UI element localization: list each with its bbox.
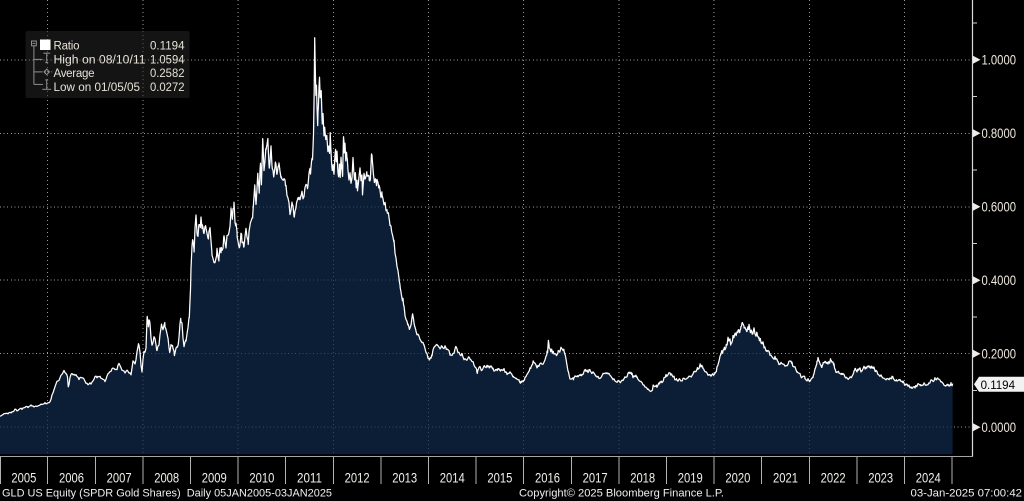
svg-text:2005: 2005 <box>11 470 36 486</box>
svg-text:2014: 2014 <box>440 470 465 486</box>
svg-text:1.0594: 1.0594 <box>150 54 185 66</box>
svg-text:2017: 2017 <box>583 470 608 486</box>
svg-text:2021: 2021 <box>773 470 798 486</box>
svg-text:0.2000: 0.2000 <box>982 346 1017 361</box>
svg-text:0.0272: 0.0272 <box>150 82 185 94</box>
svg-text:2016: 2016 <box>535 470 560 486</box>
svg-text:Average: Average <box>54 68 95 80</box>
svg-text:0.1194: 0.1194 <box>981 378 1016 392</box>
svg-text:Ratio: Ratio <box>54 40 80 52</box>
svg-text:2007: 2007 <box>107 470 132 486</box>
svg-text:1.0000: 1.0000 <box>982 53 1017 68</box>
svg-text:2020: 2020 <box>725 470 750 486</box>
svg-text:2015: 2015 <box>487 470 512 486</box>
svg-text:2018: 2018 <box>630 470 655 486</box>
svg-text:0.1194: 0.1194 <box>150 40 185 52</box>
svg-text:2011: 2011 <box>297 470 322 486</box>
svg-text:2023: 2023 <box>868 470 893 486</box>
svg-text:High on 08/10/11: High on 08/10/11 <box>54 54 146 66</box>
svg-text:2009: 2009 <box>202 470 227 486</box>
svg-text:Low on 01/05/05: Low on 01/05/05 <box>54 82 141 94</box>
svg-text:2008: 2008 <box>154 470 179 486</box>
svg-text:Copyright© 2025 Bloomberg Fina: Copyright© 2025 Bloomberg Finance L.P. <box>519 488 724 500</box>
svg-text:2010: 2010 <box>249 470 274 486</box>
svg-text:2012: 2012 <box>345 470 370 486</box>
svg-text:0.6000: 0.6000 <box>982 200 1017 215</box>
svg-text:0.4000: 0.4000 <box>982 273 1017 288</box>
svg-text:2019: 2019 <box>678 470 703 486</box>
svg-text:2022: 2022 <box>821 470 846 486</box>
svg-text:03-Jan-2025 07:00:42: 03-Jan-2025 07:00:42 <box>911 488 1023 500</box>
svg-text:2013: 2013 <box>392 470 417 486</box>
svg-text:2024: 2024 <box>916 470 941 486</box>
svg-text:0.8000: 0.8000 <box>982 126 1017 141</box>
svg-text:GLD US Equity (SPDR Gold Share: GLD US Equity (SPDR Gold Shares) Daily 0… <box>2 488 332 500</box>
svg-text:0.0000: 0.0000 <box>982 420 1017 435</box>
svg-text:2006: 2006 <box>59 470 84 486</box>
svg-text:0.2582: 0.2582 <box>150 68 185 80</box>
